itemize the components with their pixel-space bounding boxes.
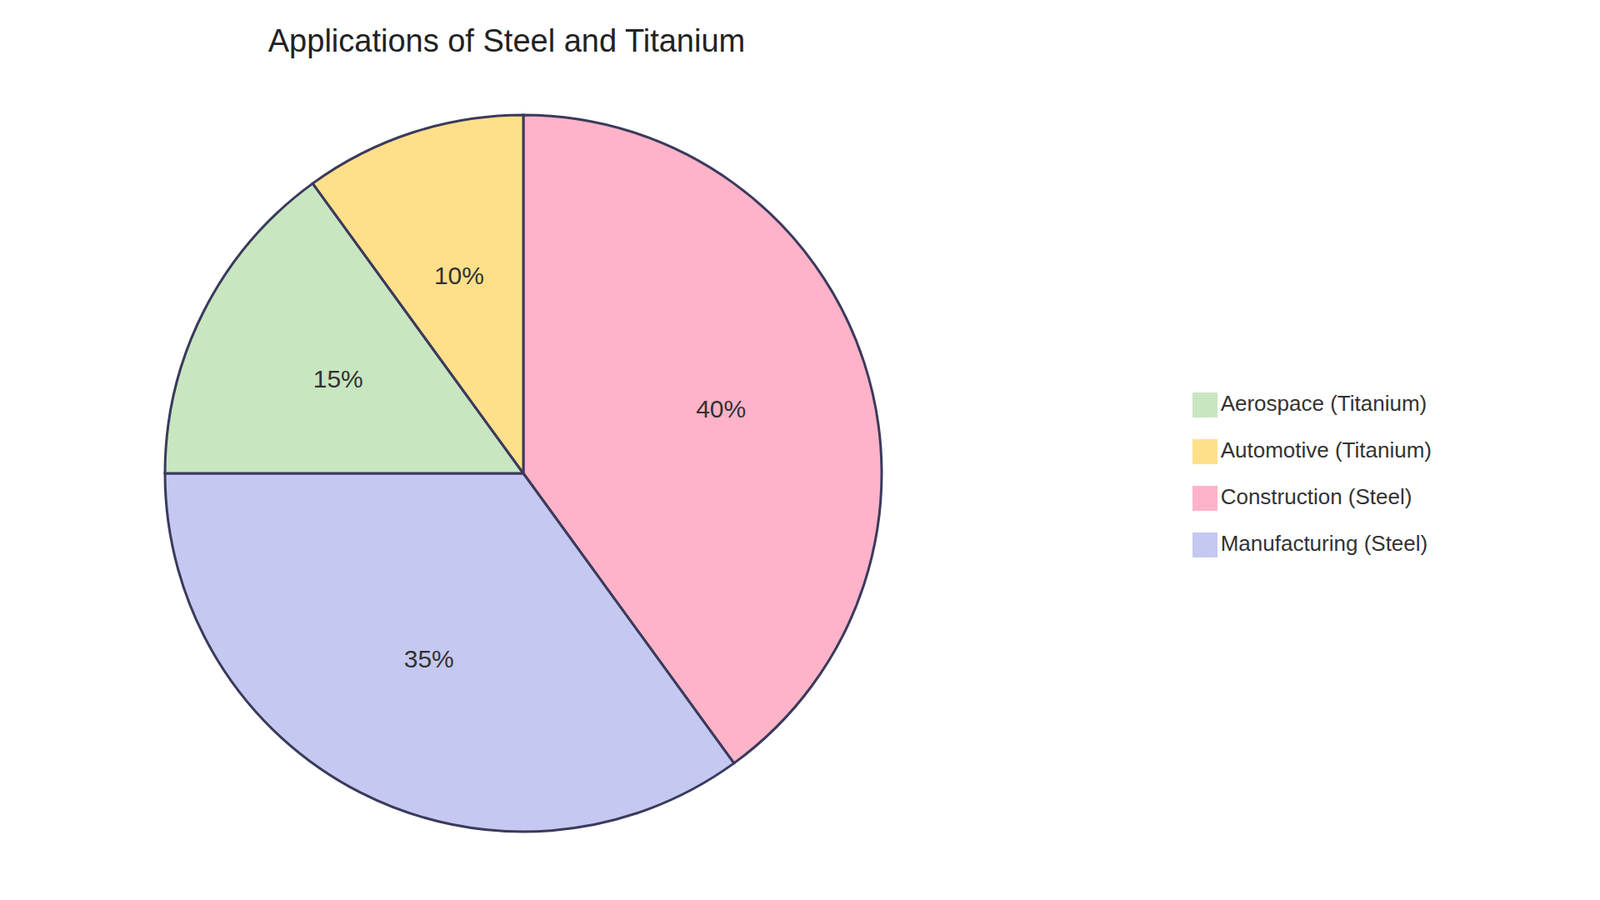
html-text:Aerospace (Titanium): Aerospace (Titanium)	[1220, 390, 1427, 416]
svg-text:40%: 40%	[695, 395, 746, 423]
html-text:Manufacturing (Steel): Manufacturing (Steel)	[1220, 530, 1428, 556]
html-text:Applications of Steel and Tita: Applications of Steel and Titanium	[268, 23, 746, 59]
svg-text:10%: 10%	[434, 261, 485, 290]
html-text:Construction (Steel): Construction (Steel)	[1220, 484, 1412, 510]
svg-text:15%: 15%	[313, 365, 364, 393]
svg-text:35%: 35%	[404, 645, 455, 673]
html-text:Automotive (Titanium): Automotive (Titanium)	[1220, 437, 1432, 463]
